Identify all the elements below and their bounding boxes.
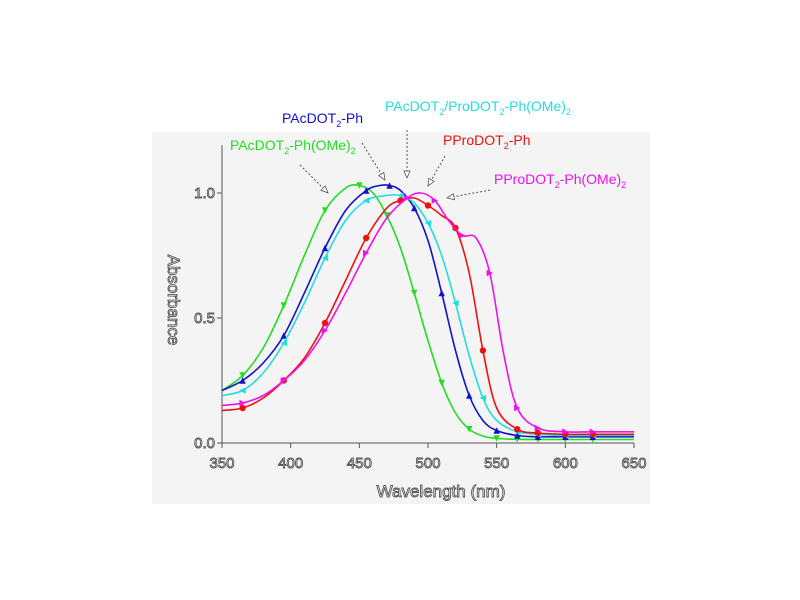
data-point xyxy=(280,302,287,309)
data-point xyxy=(363,249,370,257)
data-point xyxy=(239,387,246,394)
data-point xyxy=(280,377,287,384)
label-subscript: 2 xyxy=(336,119,341,129)
data-point xyxy=(386,182,393,189)
y-axis-title: Absorbance xyxy=(164,255,183,346)
data-point xyxy=(280,332,287,339)
data-point xyxy=(411,204,418,212)
data-point xyxy=(493,435,500,442)
label-subscript: 2 xyxy=(504,141,509,151)
data-point xyxy=(397,192,404,199)
arrowhead xyxy=(446,193,455,201)
series-label: PAcDOT2​/ProDOT2​-Ph(OMe)2​ xyxy=(385,98,571,117)
data-point xyxy=(411,289,418,297)
data-point xyxy=(438,379,445,387)
x-tick-label: 550 xyxy=(484,455,509,472)
data-point xyxy=(486,269,493,277)
data-point xyxy=(466,392,473,399)
label-text: /ProDOT xyxy=(444,98,500,114)
data-point xyxy=(589,428,596,435)
arrowhead xyxy=(378,171,386,181)
series-label: PAcDOT2​-Ph(OMe)2​ xyxy=(230,137,356,156)
data-point xyxy=(239,372,246,379)
y-tick-label: 0.0 xyxy=(194,435,215,452)
x-tick-label: 600 xyxy=(553,455,578,472)
data-point xyxy=(239,377,246,384)
label-subscript: 2 xyxy=(284,146,289,156)
data-point xyxy=(438,289,445,297)
x-tick-label: 400 xyxy=(278,455,303,472)
data-point xyxy=(431,197,439,204)
label-subscript: 2 xyxy=(555,180,560,190)
data-point xyxy=(514,404,521,412)
y-tick-label: 1.0 xyxy=(194,185,215,202)
x-axis-title: Wavelength (nm) xyxy=(377,482,506,501)
series-line xyxy=(221,192,635,433)
data-point xyxy=(363,187,370,194)
data-point xyxy=(562,428,569,435)
data-point xyxy=(280,339,287,347)
x-tick-label: 450 xyxy=(347,455,372,472)
label-text: PAcDOT xyxy=(230,137,285,153)
data-point xyxy=(424,219,432,227)
data-point xyxy=(466,426,473,433)
axes: 350 400 450 500 550 600 650 0.0 0.5 1.0 xyxy=(194,145,647,472)
x-tick-label: 500 xyxy=(415,455,440,472)
data-point xyxy=(459,232,466,239)
plot-background xyxy=(152,132,650,504)
series-4 xyxy=(221,192,635,435)
label-text: -Ph xyxy=(509,132,531,148)
label-text: PAcDOT xyxy=(282,110,337,126)
data-point xyxy=(404,194,411,202)
data-point xyxy=(321,319,329,327)
data-point xyxy=(534,429,542,437)
label-text: -Ph(OMe) xyxy=(289,137,350,153)
x-tick-label: 650 xyxy=(621,455,646,472)
series-label: PAcDOT2​-Ph xyxy=(282,110,363,129)
data-point xyxy=(534,433,542,440)
data-point xyxy=(363,234,370,242)
data-point xyxy=(321,327,329,334)
data-point xyxy=(356,182,363,189)
label-text: PProDOT xyxy=(443,132,504,148)
y-tick-label: 0.5 xyxy=(194,310,215,327)
label-subscript: 2 xyxy=(351,146,356,156)
label-subscript: 2 xyxy=(566,107,571,117)
data-point xyxy=(239,404,246,412)
data-point xyxy=(363,197,370,204)
arrowhead xyxy=(427,177,435,187)
series-labels: PAcDOT2​-Ph(OMe)2​ PAcDOT2​-Ph PAcDOT2​/Pr… xyxy=(230,98,626,201)
data-point xyxy=(514,432,521,439)
label-text: -Ph(OMe) xyxy=(560,171,621,187)
data-point xyxy=(493,427,500,434)
data-point xyxy=(479,347,487,354)
data-point xyxy=(239,399,246,407)
label-text: PProDOT xyxy=(494,171,555,187)
series-label: PProDOT2​-Ph(OMe)2​ xyxy=(494,171,626,190)
label-text: -Ph xyxy=(341,110,363,126)
label-subscript: 2 xyxy=(621,180,626,190)
label-text: PAcDOT xyxy=(385,98,440,114)
data-point xyxy=(479,394,487,402)
series-group xyxy=(221,182,635,443)
data-point xyxy=(321,254,329,262)
data-point xyxy=(452,299,459,307)
label-text: -Ph(OMe) xyxy=(504,98,565,114)
arrowhead xyxy=(320,185,329,194)
label-subscript: 2 xyxy=(439,107,444,117)
series-label: PProDOT2​-Ph xyxy=(443,132,531,151)
data-point xyxy=(534,424,542,432)
label-subscript: 2 xyxy=(499,107,504,117)
arrowhead xyxy=(403,170,411,180)
data-point xyxy=(514,426,521,433)
x-tick-label: 350 xyxy=(209,455,234,472)
data-point xyxy=(383,212,390,219)
data-point xyxy=(424,202,432,209)
data-point xyxy=(321,207,329,214)
data-point xyxy=(321,244,329,252)
series-line xyxy=(221,193,635,437)
